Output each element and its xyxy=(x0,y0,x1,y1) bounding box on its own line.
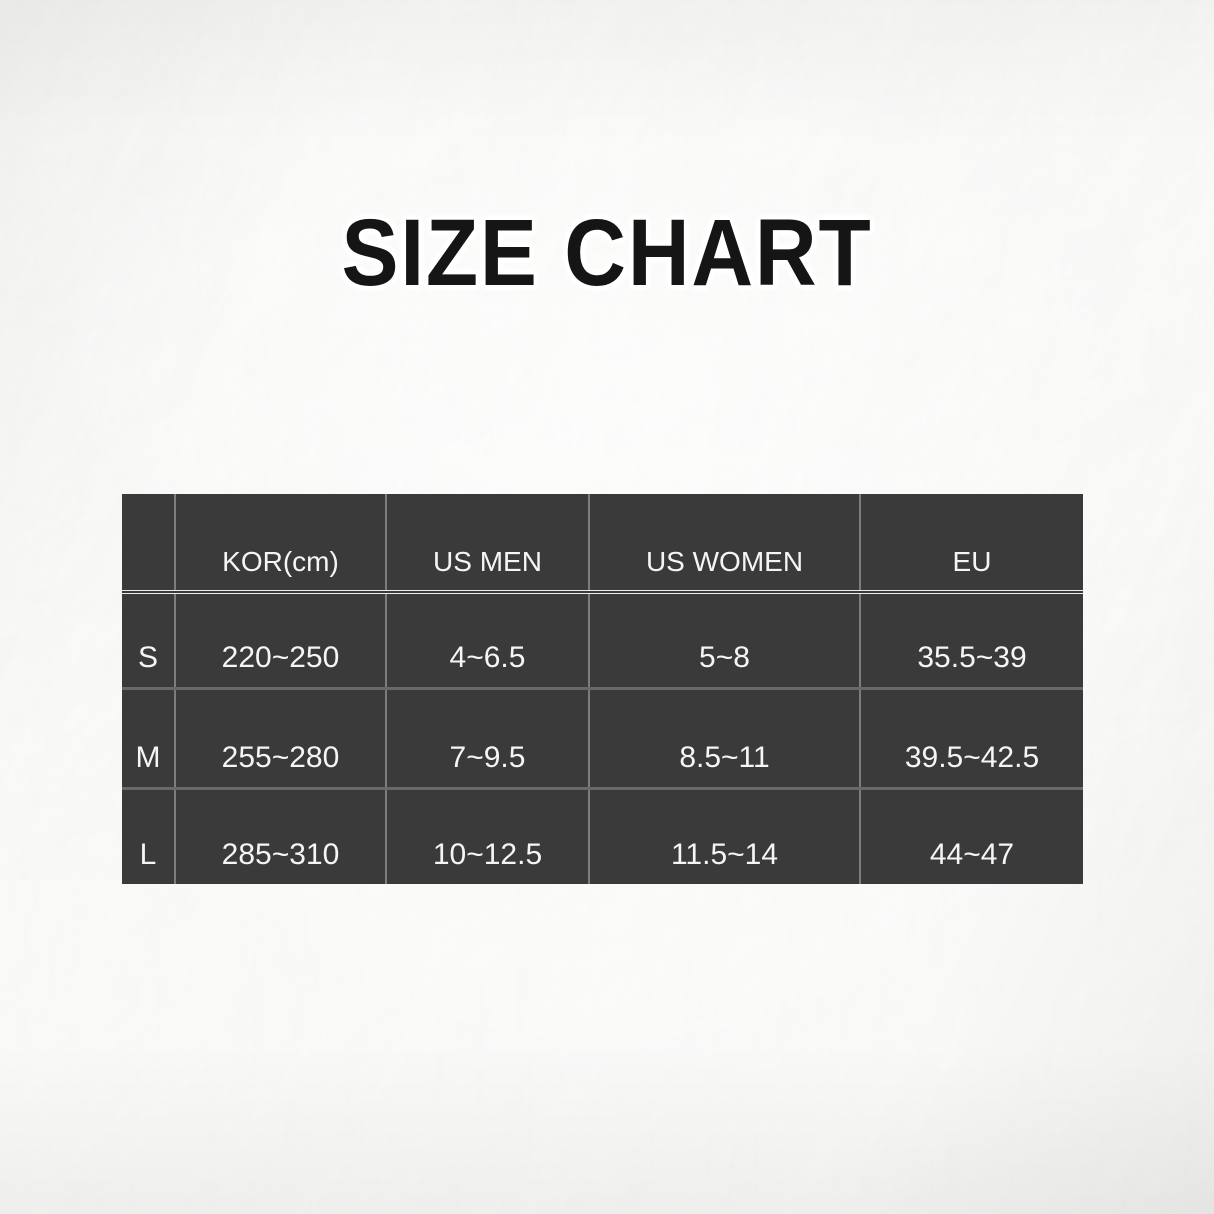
cell-l-us-men: 10~12.5 xyxy=(385,786,589,884)
cell-m-us-women: 8.5~11 xyxy=(588,686,860,788)
cell-m-kor: 255~280 xyxy=(174,686,386,788)
column-header-kor-cm: KOR(cm) xyxy=(174,494,386,594)
title-container: SIZE CHART xyxy=(0,206,1214,301)
table-row-s: S 220~250 4~6.5 5~8 35.5~39 xyxy=(122,592,1083,688)
row-label-l: L xyxy=(122,786,175,884)
header-row: KOR(cm) US MEN US WOMEN EU xyxy=(122,494,1083,594)
row-label-m: M xyxy=(122,686,175,788)
cell-s-eu: 35.5~39 xyxy=(859,592,1083,688)
table-row-l: L 285~310 10~12.5 11.5~14 44~47 xyxy=(122,786,1083,884)
column-header-size xyxy=(122,494,175,594)
page-title: SIZE CHART xyxy=(341,200,873,306)
cell-s-kor: 220~250 xyxy=(174,592,386,688)
cell-s-us-men: 4~6.5 xyxy=(385,592,589,688)
table-row-m: M 255~280 7~9.5 8.5~11 39.5~42.5 xyxy=(122,686,1083,788)
column-header-us-women: US WOMEN xyxy=(588,494,860,594)
cell-l-us-women: 11.5~14 xyxy=(588,786,860,884)
cell-l-kor: 285~310 xyxy=(174,786,386,884)
cell-s-us-women: 5~8 xyxy=(588,592,860,688)
size-chart-table: KOR(cm) US MEN US WOMEN EU S 220~250 4~6… xyxy=(122,494,1083,884)
column-header-us-men: US MEN xyxy=(385,494,589,594)
cell-m-eu: 39.5~42.5 xyxy=(859,686,1083,788)
cell-l-eu: 44~47 xyxy=(859,786,1083,884)
row-label-s: S xyxy=(137,640,158,674)
column-header-eu: EU xyxy=(859,494,1083,594)
cell-m-us-men: 7~9.5 xyxy=(385,686,589,788)
